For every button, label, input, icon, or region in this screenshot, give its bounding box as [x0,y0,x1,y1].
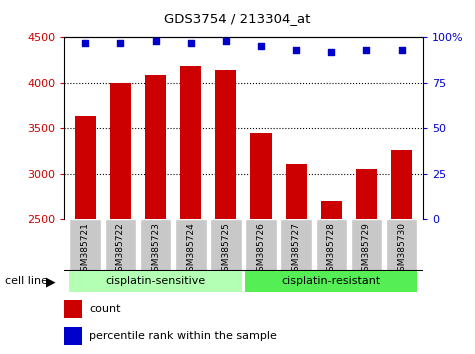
Point [257,44,265,49]
Text: ▶: ▶ [47,275,56,288]
Text: GSM385724: GSM385724 [186,222,195,277]
FancyBboxPatch shape [104,219,136,271]
Text: GSM385726: GSM385726 [256,222,266,277]
Point [398,47,406,53]
FancyBboxPatch shape [69,219,101,271]
FancyBboxPatch shape [210,219,242,271]
FancyBboxPatch shape [315,219,347,271]
FancyBboxPatch shape [386,219,418,271]
Text: GSM385725: GSM385725 [221,222,230,277]
Point [222,38,229,44]
Bar [285,164,307,354]
FancyBboxPatch shape [140,219,171,271]
FancyBboxPatch shape [245,271,418,292]
FancyBboxPatch shape [175,219,207,271]
Point [187,40,194,45]
Text: GSM385722: GSM385722 [116,222,125,277]
Bar [110,83,131,354]
Text: GDS3754 / 213304_at: GDS3754 / 213304_at [164,12,311,25]
FancyBboxPatch shape [245,219,277,271]
FancyBboxPatch shape [280,219,312,271]
Bar [64,327,82,345]
Point [363,47,371,53]
Bar [215,70,237,354]
Text: GSM385723: GSM385723 [151,222,160,277]
Bar [75,116,96,354]
Text: GSM385729: GSM385729 [362,222,371,277]
FancyBboxPatch shape [351,219,382,271]
Point [116,40,124,45]
Bar [391,150,412,354]
FancyBboxPatch shape [69,271,242,292]
Text: GSM385727: GSM385727 [292,222,301,277]
Bar [250,133,272,354]
Bar [356,169,377,354]
Bar [321,201,342,354]
Point [81,40,89,45]
Text: percentile rank within the sample: percentile rank within the sample [89,331,277,341]
Text: cell line: cell line [5,276,48,286]
Point [293,47,300,53]
Text: GSM385721: GSM385721 [81,222,90,277]
Point [152,38,159,44]
Text: cisplatin-resistant: cisplatin-resistant [282,276,381,286]
Bar [180,66,201,354]
Text: GSM385728: GSM385728 [327,222,336,277]
Text: cisplatin-sensitive: cisplatin-sensitive [105,276,206,286]
Text: GSM385730: GSM385730 [397,222,406,277]
Point [328,49,335,55]
Bar [64,300,82,318]
Text: count: count [89,304,121,314]
Bar [145,75,166,354]
